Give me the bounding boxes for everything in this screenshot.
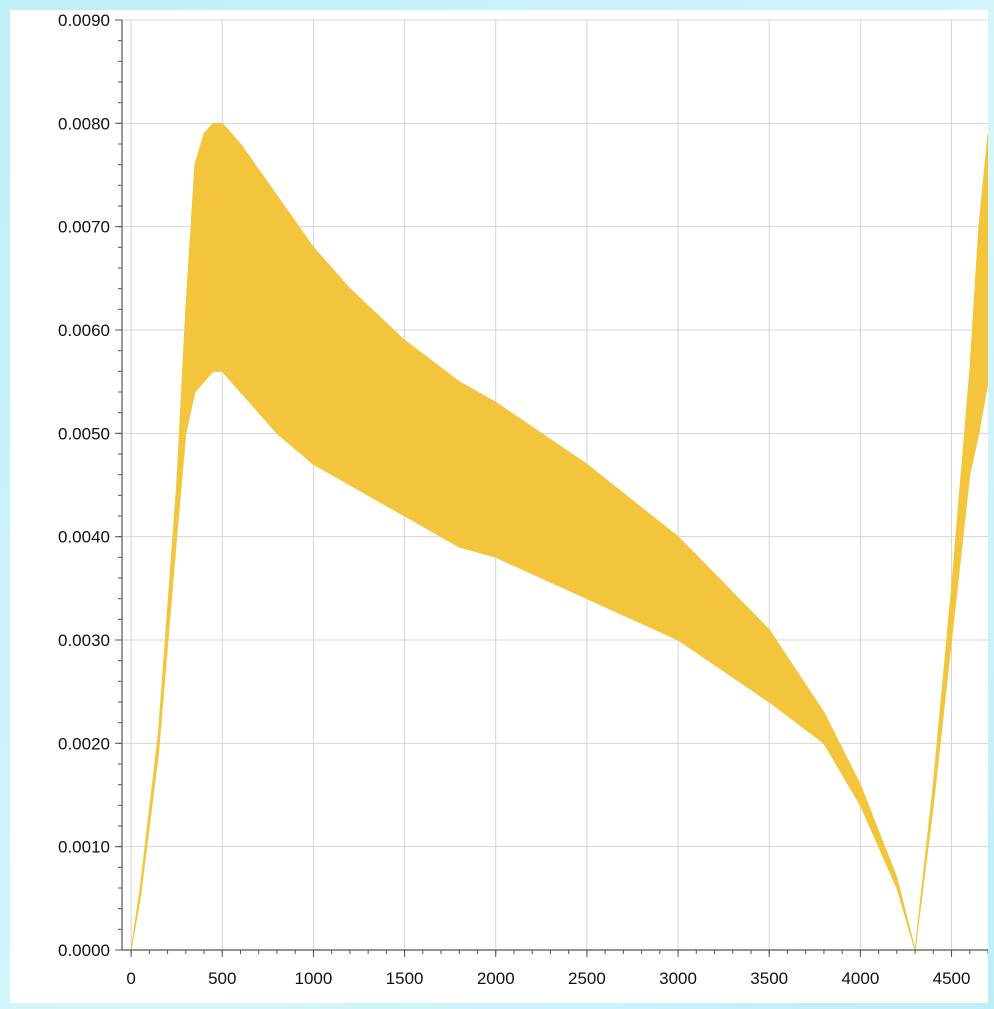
x-tick-label: 2000 [477,969,515,988]
y-tick-label: 0.0060 [58,321,110,340]
y-tick-label: 0.0040 [58,528,110,547]
x-tick-label: 1500 [386,969,424,988]
y-tick-label: 0.0090 [58,11,110,30]
y-tick-label: 0.0070 [58,218,110,237]
y-tick-label: 0.0080 [58,114,110,133]
chart-frame: 0 500 1000 1500 2000 2500 3000 3500 4000 4500 0.00… [10,10,988,1003]
chart-svg: 0 500 1000 1500 2000 2500 3000 3500 4000 4500 0.00… [58,11,988,988]
x-tick-label: 500 [208,969,236,988]
y-tick-label: 0.0010 [58,838,110,857]
y-tick-label: 0.0020 [58,734,110,753]
x-tick-label: 4000 [841,969,879,988]
y-tick-label: 0.0000 [58,941,110,960]
y-tick-label: 0.0050 [58,424,110,443]
y-tick-label: 0.0030 [58,631,110,650]
x-tick-label: 3000 [659,969,697,988]
x-tick-label: 4500 [933,969,971,988]
label-layer: 0 500 1000 1500 2000 2500 3000 3500 4000 4500 0.00… [58,11,970,988]
band-area-1 [914,133,988,951]
x-tick-label: 2500 [568,969,606,988]
x-tick-label: 3500 [750,969,788,988]
x-tick-label: 1000 [295,969,333,988]
x-tick-label: 0 [126,969,135,988]
axis-layer [115,19,988,957]
